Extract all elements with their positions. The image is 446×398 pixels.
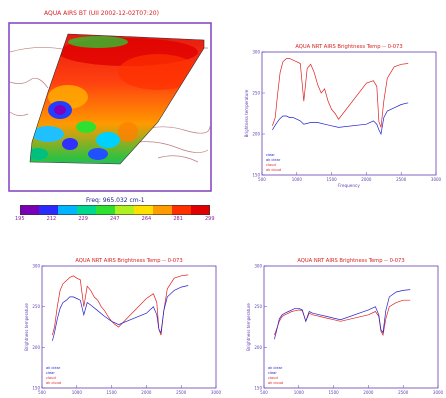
colorbar-ticks: 195 212 229 247 264 281 299 <box>15 216 215 223</box>
plot-frame <box>261 51 437 176</box>
x-tick-label: 3000 <box>433 390 444 395</box>
series-line-clear <box>274 289 411 340</box>
colorbar-segment <box>77 205 97 215</box>
colorbar-segment <box>96 205 116 215</box>
legend-entry: ak cloud <box>268 381 283 385</box>
y-axis-label: Brightness temperature <box>244 89 249 137</box>
legend-entry: ak cloud <box>266 168 281 172</box>
x-tick-label: 2000 <box>363 390 374 395</box>
series-line-cloud <box>272 58 409 128</box>
y-tick-label: 200 <box>252 132 260 137</box>
chart-title: AQUA NRT AIRS Brightness Temp -- 0-073 <box>295 44 402 50</box>
x-tick-label: 2000 <box>361 177 372 182</box>
plot-frame <box>263 265 439 389</box>
colorbar-tick-label: 299 <box>205 216 215 222</box>
map-title: AQUA AIRS BT (UII 2002-12-02T07:20) <box>44 10 159 17</box>
chart-title: AQUA NRT AIRS Brightness Temp -- 0-073 <box>297 258 404 264</box>
x-tick-label: 1500 <box>327 177 338 182</box>
x-axis-label: Frequency <box>338 183 360 188</box>
series-line-cloud <box>274 299 411 337</box>
colorbar-segment <box>191 205 210 215</box>
y-tick-label: 200 <box>254 345 262 350</box>
colorbar-segment <box>58 205 78 215</box>
colorbar-segment <box>153 205 173 215</box>
y-tick-label: 300 <box>252 50 260 55</box>
colorbar-label: Freq: 965.032 cm-1 <box>86 197 145 204</box>
legend-entry: ak clear <box>268 366 283 370</box>
x-tick-label: 2500 <box>176 390 187 395</box>
colorbar-border <box>20 205 210 215</box>
x-tick-label: 2000 <box>141 390 152 395</box>
y-tick-label: 250 <box>254 304 262 309</box>
legend-entry: ak clear <box>266 158 281 162</box>
colorbar-segment <box>115 205 135 215</box>
y-tick-label: 300 <box>254 264 262 269</box>
y-axis-label: Brightness temperature <box>246 303 251 351</box>
legend-entry: clear <box>266 153 275 157</box>
x-tick-label: 1000 <box>72 390 83 395</box>
colorbar-segment <box>172 205 192 215</box>
y-axis-label: Brightness temperature <box>24 303 29 351</box>
x-tick-label: 500 <box>260 390 268 395</box>
legend-entry: clear <box>46 371 55 375</box>
colorbar-segment <box>20 205 40 215</box>
brightness-temperature-map <box>8 22 212 192</box>
plot-frame <box>41 265 217 389</box>
x-tick-label: 3000 <box>211 390 222 395</box>
colorbar-tick-label: 264 <box>141 216 152 222</box>
x-tick-label: 2500 <box>398 390 409 395</box>
y-tick-label: 200 <box>32 345 40 350</box>
series-line-clear <box>52 285 189 341</box>
y-tick-label: 250 <box>32 304 40 309</box>
colorbar <box>20 205 210 215</box>
chart-title: AQUA NRT AIRS Brightness Temp -- 0-073 <box>75 258 182 264</box>
colorbar-tick-label: 229 <box>78 216 88 222</box>
colorbar-segment <box>39 205 59 215</box>
spectrum-chart-top-right: AQUA NRT AIRS Brightness Temp -- 0-073 50… <box>244 44 442 188</box>
x-tick-label: 3000 <box>431 177 442 182</box>
colorbar-tick-label: 281 <box>173 216 183 222</box>
colorbar-tick-label: 212 <box>46 216 57 222</box>
x-tick-label: 2500 <box>396 177 407 182</box>
legend-entry: cloud <box>268 376 278 380</box>
x-tick-label: 1500 <box>329 390 340 395</box>
colorbar-tick-label: 195 <box>15 216 25 222</box>
y-tick-label: 150 <box>32 386 40 391</box>
legend-entry: ak cloud <box>46 381 61 385</box>
y-tick-label: 250 <box>252 91 260 96</box>
colorbar-tick-label: 247 <box>110 216 120 222</box>
x-tick-label: 1000 <box>294 390 305 395</box>
series-line-clear <box>272 102 409 136</box>
x-tick-label: 1500 <box>107 390 118 395</box>
legend-entry: cloud <box>46 376 56 380</box>
colorbar-segment <box>134 205 154 215</box>
y-tick-label: 150 <box>254 386 262 391</box>
x-tick-label: 500 <box>258 177 266 182</box>
y-tick-label: 300 <box>32 264 40 269</box>
y-tick-label: 150 <box>252 173 260 178</box>
x-tick-label: 500 <box>38 390 46 395</box>
series-line-cloud <box>52 274 189 336</box>
legend-entry: cloud <box>266 163 276 167</box>
legend-entry: ak clear <box>46 366 61 370</box>
legend-entry: clear <box>268 371 277 375</box>
spectrum-chart-bottom-right: AQUA NRT AIRS Brightness Temp -- 0-073 50… <box>246 258 444 395</box>
x-tick-label: 1000 <box>292 177 303 182</box>
spectrum-chart-bottom-left: AQUA NRT AIRS Brightness Temp -- 0-073 50… <box>24 258 222 395</box>
